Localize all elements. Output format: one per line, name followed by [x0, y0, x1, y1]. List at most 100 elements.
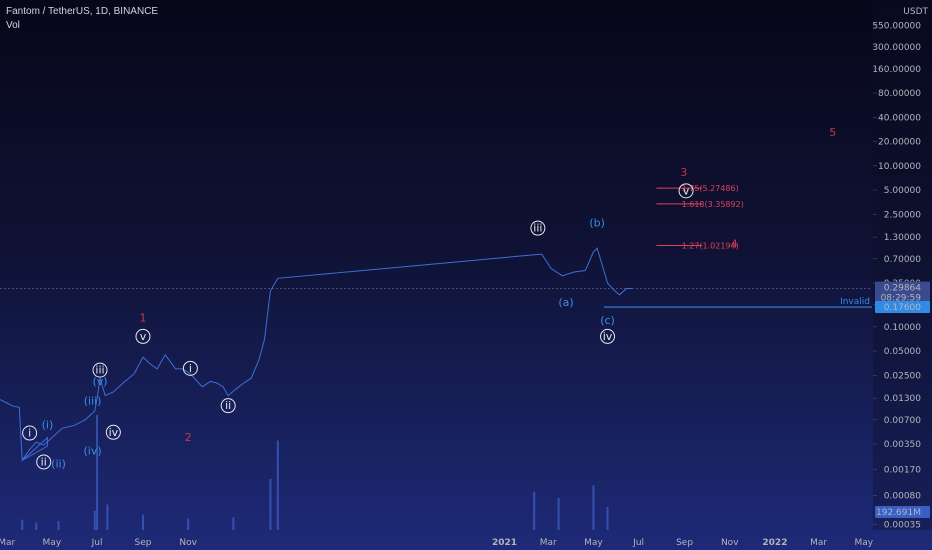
volume-bar — [557, 498, 560, 530]
wave-label: ii — [41, 455, 47, 468]
invalid-price-tag — [875, 301, 930, 314]
wave-label: 3 — [680, 166, 687, 179]
wave-circle — [600, 328, 616, 344]
time-tick-label: Mar — [0, 538, 15, 548]
price-tick-label: 5.00000 — [884, 186, 921, 196]
volume-bar — [606, 507, 609, 530]
volume-bar — [106, 504, 109, 530]
price-tick-label: 0.70000 — [884, 255, 921, 265]
price-axis[interactable]: USDT 550.00000 300.00000 160.00000 80.00000… — [872, 0, 932, 531]
volume-value: 192.691M — [876, 508, 921, 518]
time-tick-label: Nov — [179, 538, 197, 548]
wave-label: (c) — [600, 314, 615, 327]
wave-circle — [36, 454, 52, 470]
volume-bar — [21, 519, 24, 530]
volume-tag — [875, 506, 930, 518]
wave-circle — [182, 360, 198, 376]
invalid-price-value: 0.17600 — [884, 303, 921, 313]
invalid-label: Invalid — [840, 297, 870, 307]
wave-label: (iv) — [84, 445, 102, 458]
wave-label: (b) — [589, 216, 605, 229]
time-tick-label: Mar — [810, 538, 827, 548]
price-tick-label: 160.00000 — [872, 65, 921, 75]
wave-label: i — [28, 427, 31, 440]
current-price-value: 0.29864 — [884, 284, 921, 294]
price-tick-label: 300.00000 — [872, 43, 921, 53]
volume-bar — [93, 510, 96, 530]
triangle-pattern — [21, 436, 48, 461]
fib-level-label: 1.75(5.27486) — [682, 184, 739, 193]
wave-label: 4 — [731, 237, 738, 250]
price-tick-label: 0.02500 — [884, 371, 921, 381]
time-tick-label: Nov — [721, 538, 739, 548]
time-tick-label: 2022 — [762, 538, 787, 548]
price-tick-label: 20.00000 — [878, 138, 921, 148]
volume-bar — [57, 521, 60, 530]
wave-label: 5 — [829, 126, 836, 139]
price-tick-label: 0.00700 — [884, 416, 921, 426]
wave-label: iii — [95, 364, 104, 377]
price-tick-label: 0.05000 — [884, 347, 921, 357]
triangle-outline — [21, 436, 48, 461]
candle-countdown: 08:29:59 — [881, 294, 922, 304]
wave-circle — [530, 220, 546, 236]
price-tick-label: 0.00080 — [884, 492, 921, 502]
wave-circle — [220, 398, 236, 414]
time-tick-label: May — [43, 538, 62, 548]
wave-circle — [105, 424, 121, 440]
currency-label: USDT — [903, 7, 928, 17]
price-tick-label: 40.00000 — [878, 113, 921, 123]
price-tick-label: 10.00000 — [878, 162, 921, 172]
volume-indicator-label[interactable]: Vol — [6, 20, 20, 31]
volume-bar — [232, 517, 235, 530]
wave-label: v — [683, 184, 690, 197]
wave-circle — [135, 328, 151, 344]
fib-level-label: 1.27(1.02194) — [682, 242, 739, 251]
time-tick-label: 2021 — [492, 538, 517, 548]
current-price-tag — [875, 281, 930, 303]
wave-label: 1 — [139, 312, 146, 325]
time-tick-label: Sep — [135, 538, 152, 548]
price-tick-label: 550.00000 — [872, 22, 921, 32]
wave-label: ii — [225, 399, 231, 412]
volume-bar — [141, 514, 144, 530]
volume-bar — [96, 415, 99, 530]
wave-label: iv — [109, 426, 119, 439]
volume-bar — [592, 485, 595, 530]
wave-label: (a) — [558, 296, 573, 309]
wave-label: i — [189, 362, 192, 375]
time-tick-label: Sep — [676, 538, 693, 548]
fib-level-label: 1.618(3.35892) — [682, 200, 744, 209]
price-tick-label: 1.30000 — [884, 233, 921, 243]
time-tick-label: May — [584, 538, 603, 548]
volume-bar — [533, 491, 536, 530]
time-tick-label: Jul — [91, 538, 103, 548]
price-axis-bg — [873, 0, 932, 530]
wave-label: (iii) — [84, 394, 102, 407]
wave-circle — [92, 362, 108, 378]
time-tick-label: Jul — [632, 538, 644, 548]
price-tick-label: 0.00170 — [884, 465, 921, 475]
price-tick-label: 0.00035 — [884, 521, 921, 531]
wave-label: iv — [603, 330, 613, 343]
wave-label: v — [140, 330, 147, 343]
wave-label: 2 — [185, 431, 192, 444]
volume-bar — [269, 478, 272, 530]
wave-label: (i) — [42, 419, 54, 432]
elliott-wave-labels: iii(i)(ii)(iii)(iv)(v)iiiiv1v2iiiiii(a)(… — [22, 126, 836, 471]
volume-bars — [21, 415, 609, 530]
wave-circle — [22, 425, 38, 441]
price-tick-label: 0.00350 — [884, 440, 921, 450]
volume-bar — [35, 522, 38, 530]
time-tick-label: Mar — [540, 538, 557, 548]
wave-circle — [678, 183, 694, 199]
wave-label: (v) — [92, 375, 107, 388]
symbol-title[interactable]: Fantom / TetherUS, 1D, BINANCE — [6, 6, 159, 17]
volume-bar — [276, 440, 279, 530]
price-tick-label: 0.10000 — [884, 323, 921, 333]
price-tick-label: 80.00000 — [878, 89, 921, 99]
time-tick-label: May — [855, 538, 874, 548]
time-axis[interactable]: Mar May Jul Sep Nov 2021 Mar May Jul Sep Nov 2022 Ma… — [0, 538, 874, 548]
price-tick-label: 2.50000 — [884, 210, 921, 220]
